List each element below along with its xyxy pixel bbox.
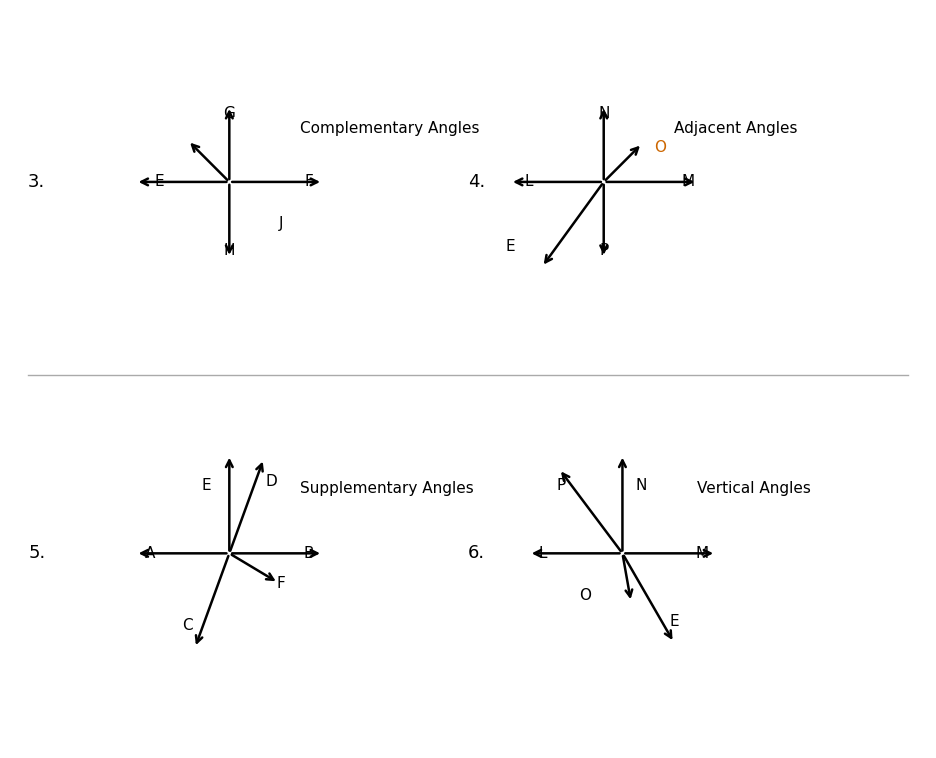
Text: E: E (669, 614, 679, 629)
Text: G: G (224, 106, 235, 121)
Text: Complementary Angles: Complementary Angles (300, 121, 479, 136)
Text: P: P (557, 478, 566, 493)
Text: J: J (279, 216, 283, 231)
Text: 5.: 5. (28, 544, 45, 562)
Text: B: B (303, 546, 314, 561)
Text: L: L (524, 174, 534, 190)
Text: O: O (654, 140, 665, 155)
Text: Adjacent Angles: Adjacent Angles (674, 121, 797, 136)
Text: N: N (598, 106, 609, 121)
Text: 6.: 6. (468, 544, 485, 562)
Text: F: F (304, 174, 314, 190)
Text: P: P (599, 243, 608, 258)
Text: C: C (182, 618, 193, 633)
Text: Vertical Angles: Vertical Angles (697, 481, 812, 496)
Text: Supplementary Angles: Supplementary Angles (300, 481, 474, 496)
Text: O: O (579, 587, 591, 603)
Text: M: M (681, 174, 695, 190)
Text: L: L (538, 546, 548, 561)
Text: D: D (266, 474, 277, 489)
Text: A: A (144, 546, 155, 561)
Text: 4.: 4. (468, 173, 485, 191)
Text: E: E (154, 174, 164, 190)
Text: H: H (224, 243, 235, 258)
Text: M: M (695, 546, 709, 561)
Text: 3.: 3. (28, 173, 45, 191)
Text: N: N (636, 478, 647, 493)
Text: E: E (201, 478, 211, 493)
Text: E: E (505, 239, 515, 254)
Text: F: F (276, 576, 285, 591)
